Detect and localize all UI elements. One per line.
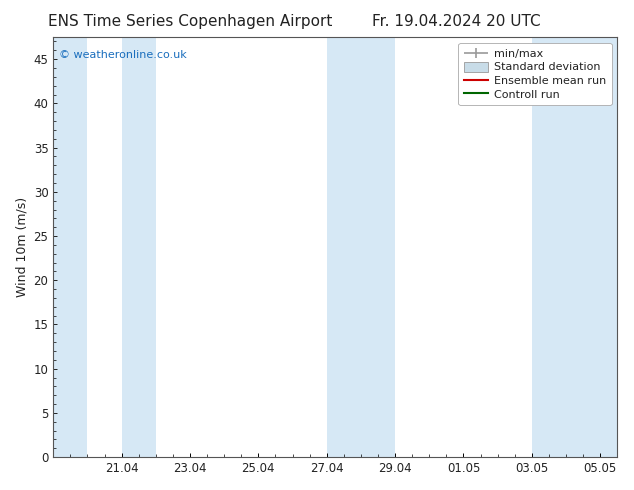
Text: ENS Time Series Copenhagen Airport: ENS Time Series Copenhagen Airport [48,14,332,29]
Bar [327,37,395,457]
Bar [53,37,87,457]
Y-axis label: Wind 10m (m/s): Wind 10m (m/s) [15,197,28,297]
Legend: min/max, Standard deviation, Ensemble mean run, Controll run: min/max, Standard deviation, Ensemble me… [458,43,612,105]
Bar [532,37,618,457]
Text: © weatheronline.co.uk: © weatheronline.co.uk [59,49,186,60]
Text: Fr. 19.04.2024 20 UTC: Fr. 19.04.2024 20 UTC [372,14,541,29]
Bar [122,37,156,457]
